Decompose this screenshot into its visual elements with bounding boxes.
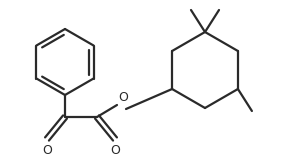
Text: O: O: [110, 144, 120, 155]
Text: O: O: [118, 91, 128, 104]
Text: O: O: [42, 144, 52, 155]
